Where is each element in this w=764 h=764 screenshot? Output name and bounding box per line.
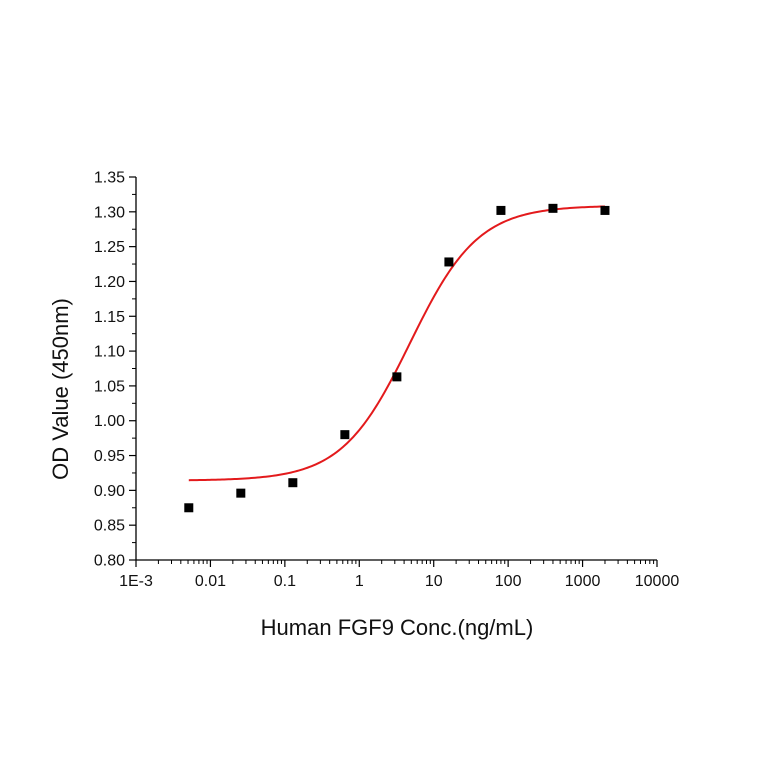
x-tick-label: 0.1	[274, 573, 296, 590]
y-tick-label: 0.85	[94, 518, 125, 535]
x-tick-label: 0.01	[195, 573, 226, 590]
data-point-square	[340, 430, 350, 440]
data-point-square	[392, 372, 402, 382]
x-axis: 1E-3 0.01 0.1 1 10 100 1000 10000	[119, 559, 680, 590]
y-tick-label: 1.20	[94, 274, 125, 291]
fit-curve	[188, 205, 606, 482]
y-axis-title: OD Value (450nm)	[48, 298, 73, 480]
y-tick-label: 1.15	[94, 309, 125, 326]
data-point-square	[548, 203, 558, 213]
y-tick-label: 1.25	[94, 239, 125, 256]
data-points	[184, 203, 610, 513]
y-tick-label: 0.90	[94, 483, 125, 500]
data-point-square	[184, 503, 194, 513]
x-tick-label: 10	[425, 573, 443, 590]
y-tick-label: 0.95	[94, 448, 125, 465]
y-tick-label: 1.10	[94, 344, 125, 361]
x-tick-label: 10000	[635, 573, 680, 590]
x-tick-label: 1	[355, 573, 364, 590]
fit-curve-path	[188, 205, 606, 482]
x-tick-label: 1000	[565, 573, 601, 590]
data-point-square	[288, 478, 298, 488]
data-point-square	[600, 205, 610, 215]
x-axis-title: Human FGF9 Conc.(ng/mL)	[261, 615, 534, 640]
data-point-square	[496, 205, 506, 215]
y-tick-label: 0.80	[94, 553, 125, 570]
data-point-square	[236, 488, 246, 498]
y-axis: 0.80 0.85 0.90 0.95 1.00 1.05 1.10 1.15 1.20 1.25…	[94, 170, 137, 570]
x-tick-label: 100	[495, 573, 522, 590]
y-tick-label: 1.30	[94, 204, 125, 221]
y-tick-label: 1.35	[94, 170, 125, 187]
data-point-square	[444, 257, 454, 267]
y-tick-label: 1.00	[94, 413, 125, 430]
x-tick-label: 1E-3	[119, 573, 153, 590]
y-tick-label: 1.05	[94, 378, 125, 395]
